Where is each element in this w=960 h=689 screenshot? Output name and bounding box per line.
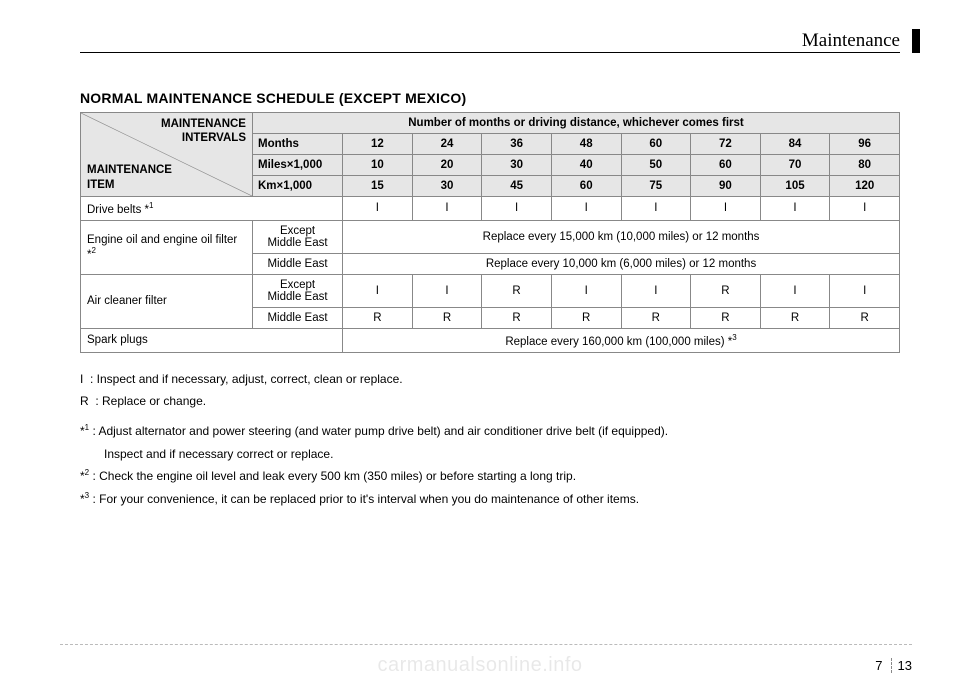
table-row-label: Spark plugs: [81, 328, 343, 352]
unit-value: 60: [551, 176, 621, 197]
table-cell: I: [412, 197, 482, 221]
unit-row-label: Months: [252, 134, 342, 155]
unit-value: 30: [482, 155, 552, 176]
table-sublabel: Middle East: [252, 307, 342, 328]
table-row-label: Drive belts *1: [81, 197, 343, 221]
table-sublabel: Middle East: [252, 253, 342, 274]
unit-value: 80: [830, 155, 900, 176]
page-heading: NORMAL MAINTENANCE SCHEDULE (EXCEPT MEXI…: [80, 90, 900, 106]
table-cell: R: [621, 307, 691, 328]
table-cell: R: [691, 274, 761, 307]
header-rule: [80, 52, 900, 53]
unit-value: 90: [691, 176, 761, 197]
table-cell: I: [830, 197, 900, 221]
unit-value: 10: [343, 155, 413, 176]
unit-value: 36: [482, 134, 552, 155]
legend-footnote: *1 : Adjust alternator and power steerin…: [80, 421, 900, 441]
legend: I : Inspect and if necessary, adjust, co…: [80, 369, 900, 509]
unit-value: 105: [760, 176, 830, 197]
unit-value: 96: [830, 134, 900, 155]
unit-value: 72: [691, 134, 761, 155]
unit-value: 75: [621, 176, 691, 197]
legend-footnote: *3 : For your convenience, it can be rep…: [80, 489, 900, 509]
table-header-diagonal: MAINTENANCEINTERVALSMAINTENANCEITEM: [81, 113, 253, 197]
table-row-label: Air cleaner filter: [81, 274, 253, 328]
unit-value: 20: [412, 155, 482, 176]
table-cell: I: [760, 197, 830, 221]
section-title: Maintenance: [802, 30, 900, 52]
unit-row-label: Miles×1,000: [252, 155, 342, 176]
table-sublabel: ExceptMiddle East: [252, 220, 342, 253]
table-cell: R: [343, 307, 413, 328]
watermark: carmanualsonline.info: [377, 654, 582, 677]
unit-value: 24: [412, 134, 482, 155]
table-cell: I: [551, 197, 621, 221]
table-cell: I: [760, 274, 830, 307]
table-sublabel: ExceptMiddle East: [252, 274, 342, 307]
table-cell: R: [412, 307, 482, 328]
table-cell: R: [830, 307, 900, 328]
unit-value: 12: [343, 134, 413, 155]
unit-value: 60: [621, 134, 691, 155]
page-number: 13: [891, 658, 912, 673]
section-tab: [912, 29, 920, 53]
footer-dashline: [60, 644, 912, 645]
table-cell: I: [830, 274, 900, 307]
table-cell: R: [482, 307, 552, 328]
unit-value: 15: [343, 176, 413, 197]
unit-value: 60: [691, 155, 761, 176]
table-cell: I: [343, 197, 413, 221]
page-chapter: 7: [875, 658, 882, 673]
maintenance-table: MAINTENANCEINTERVALSMAINTENANCEITEMNumbe…: [80, 112, 900, 353]
table-note: Replace every 10,000 km (6,000 miles) or…: [343, 253, 900, 274]
table-cell: I: [621, 274, 691, 307]
unit-row-label: Km×1,000: [252, 176, 342, 197]
table-cell: I: [621, 197, 691, 221]
legend-footnote: *2 : Check the engine oil level and leak…: [80, 466, 900, 486]
unit-value: 40: [551, 155, 621, 176]
table-cell: I: [551, 274, 621, 307]
table-cell: R: [691, 307, 761, 328]
table-row-label: Engine oil and engine oil filter *2: [81, 220, 253, 274]
page-footer: 7 13: [875, 658, 912, 673]
unit-value: 30: [412, 176, 482, 197]
table-note: Replace every 160,000 km (100,000 miles)…: [343, 328, 900, 352]
legend-line: R : Replace or change.: [80, 391, 900, 411]
table-cell: R: [760, 307, 830, 328]
table-cell: R: [482, 274, 552, 307]
table-note: Replace every 15,000 km (10,000 miles) o…: [343, 220, 900, 253]
unit-value: 48: [551, 134, 621, 155]
legend-line: I : Inspect and if necessary, adjust, co…: [80, 369, 900, 389]
unit-value: 45: [482, 176, 552, 197]
table-cell: I: [691, 197, 761, 221]
table-cell: I: [482, 197, 552, 221]
table-header-span: Number of months or driving distance, wh…: [252, 113, 899, 134]
unit-value: 84: [760, 134, 830, 155]
legend-footnote-cont: Inspect and if necessary correct or repl…: [80, 444, 900, 464]
table-cell: I: [412, 274, 482, 307]
table-cell: I: [343, 274, 413, 307]
unit-value: 50: [621, 155, 691, 176]
unit-value: 120: [830, 176, 900, 197]
unit-value: 70: [760, 155, 830, 176]
table-cell: R: [551, 307, 621, 328]
